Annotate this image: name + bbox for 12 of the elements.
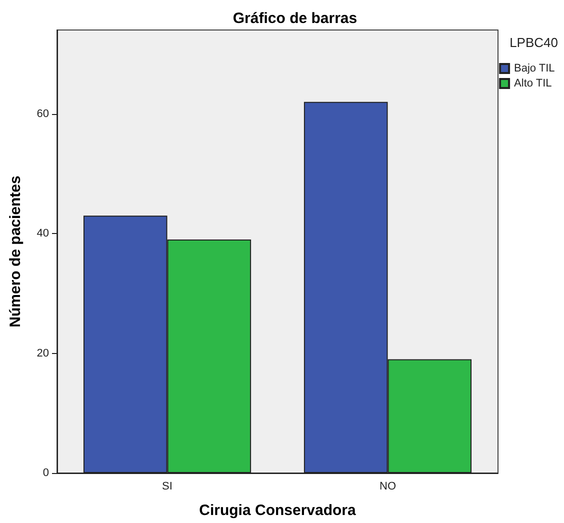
x-axis-title: Cirugia Conservadora	[199, 502, 357, 519]
y-tick-label: 40	[36, 228, 49, 240]
legend-label: Bajo TIL	[514, 62, 555, 74]
legend-title: LPBC40	[510, 35, 558, 50]
y-axis-title: Número de pacientes	[7, 176, 24, 328]
x-tick-label: SI	[162, 480, 172, 492]
x-tick-label: NO	[380, 480, 396, 492]
legend-label: Alto TIL	[514, 78, 552, 90]
y-tick-label: 60	[36, 108, 49, 120]
y-tick-label: 0	[42, 467, 49, 479]
chart-title: Gráfico de barras	[232, 10, 358, 27]
y-tick-label: 20	[36, 347, 49, 360]
